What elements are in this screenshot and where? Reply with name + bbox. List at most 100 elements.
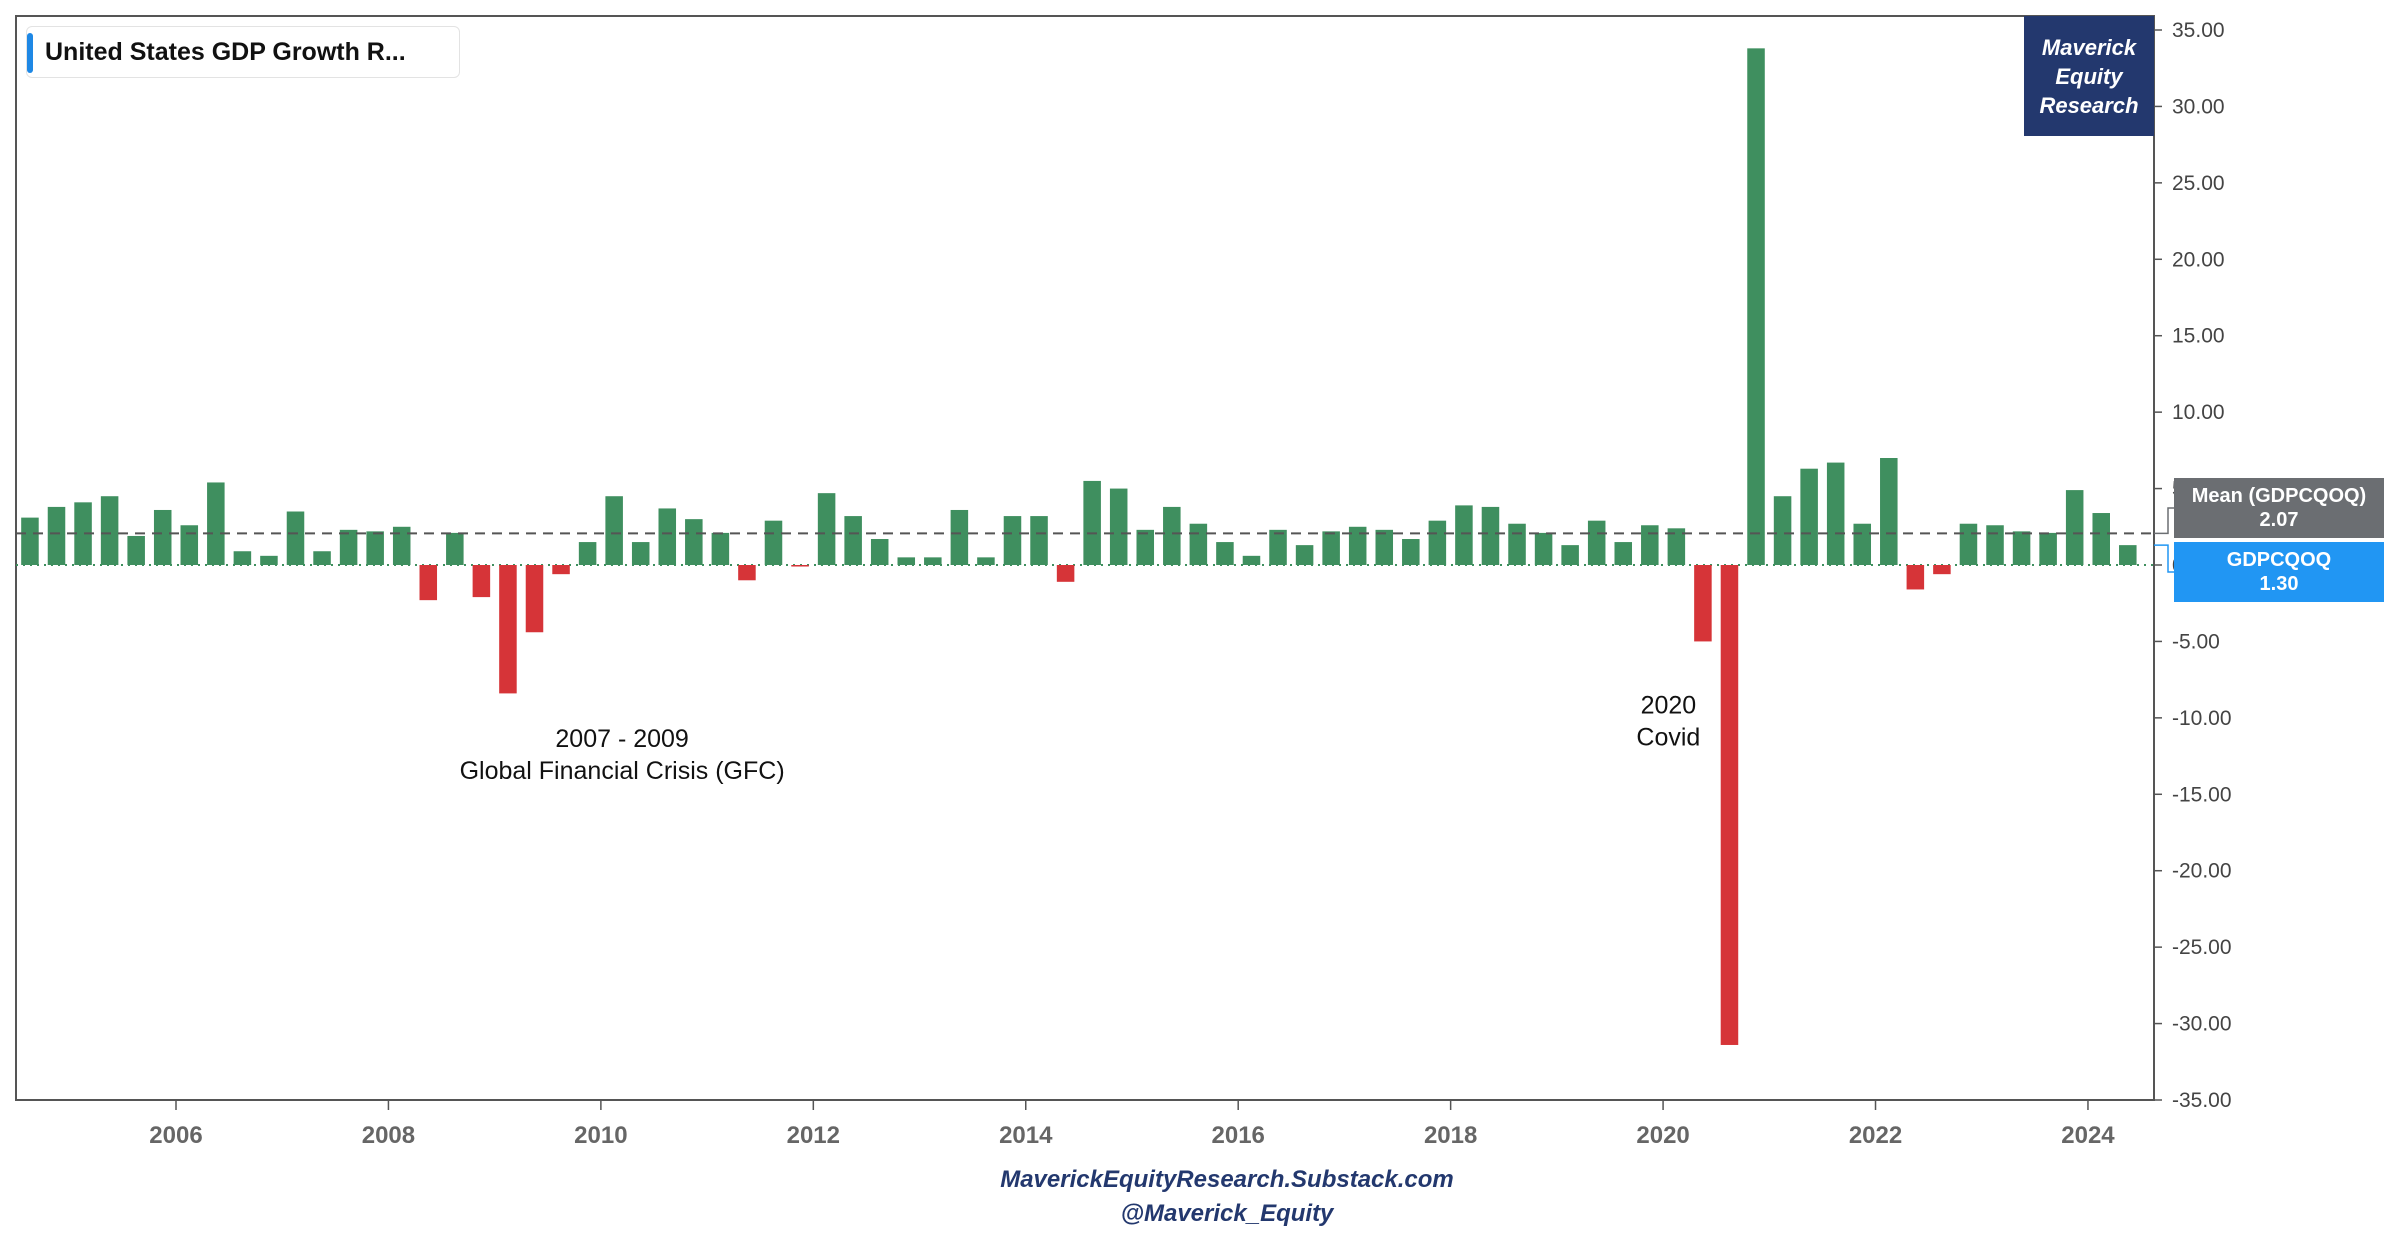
bar[interactable] <box>2065 490 2084 565</box>
bar[interactable] <box>1030 516 1048 565</box>
bar[interactable] <box>233 551 252 565</box>
bar[interactable] <box>1773 496 1792 565</box>
x-tick-label: 2020 <box>1636 1122 1689 1149</box>
bar[interactable] <box>1508 523 1526 565</box>
x-tick-label: 2016 <box>1212 1122 1265 1149</box>
bar[interactable] <box>339 529 358 565</box>
bar[interactable] <box>870 539 889 565</box>
x-tick-label: 2012 <box>787 1122 840 1149</box>
bar[interactable] <box>578 542 597 565</box>
bar[interactable] <box>552 565 570 575</box>
x-tick-label: 2008 <box>362 1122 415 1149</box>
x-tick-label: 2014 <box>999 1122 1053 1149</box>
bar[interactable] <box>1402 539 1420 565</box>
bar[interactable] <box>1348 526 1367 565</box>
bar[interactable] <box>1933 565 1951 575</box>
bar[interactable] <box>1375 529 1394 565</box>
y-tick-label: 20.00 <box>2172 248 2225 271</box>
bar[interactable] <box>2039 532 2057 565</box>
bar[interactable] <box>392 526 411 565</box>
bar[interactable] <box>1269 529 1287 565</box>
bar[interactable] <box>127 535 145 565</box>
footer-website[interactable]: MaverickEquityResearch.Substack.com <box>1000 1166 1454 1193</box>
bar[interactable] <box>2092 513 2111 565</box>
bar[interactable] <box>472 565 491 598</box>
bar[interactable] <box>313 551 331 565</box>
bar[interactable] <box>100 496 119 565</box>
bar[interactable] <box>499 565 517 694</box>
bar[interactable] <box>1242 555 1261 565</box>
bar[interactable] <box>525 565 544 633</box>
bar[interactable] <box>1747 48 1765 566</box>
bar[interactable] <box>446 532 464 565</box>
y-tick-label: 25.00 <box>2172 172 2225 195</box>
annotation-layer: 2007 - 2009 Global Financial Crisis (GFC)… <box>460 691 1701 785</box>
bar[interactable] <box>1720 565 1739 1045</box>
bar[interactable] <box>924 557 942 565</box>
bar[interactable] <box>1136 529 1155 565</box>
bar[interactable] <box>1561 545 1579 565</box>
bar[interactable] <box>658 508 677 565</box>
bar[interactable] <box>21 517 39 565</box>
bar[interactable] <box>1853 523 1872 565</box>
bar[interactable] <box>207 482 225 565</box>
bar[interactable] <box>1056 565 1075 582</box>
bar[interactable] <box>1694 565 1712 642</box>
bar[interactable] <box>1083 480 1101 565</box>
bar[interactable] <box>1534 532 1553 565</box>
bar[interactable] <box>1614 542 1633 565</box>
bar[interactable] <box>2119 545 2137 565</box>
bar[interactable] <box>1587 520 1606 565</box>
y-tick-label: -15.00 <box>2172 783 2232 806</box>
bar[interactable] <box>1109 488 1128 565</box>
axis-layer: 35.0030.0025.0020.0015.0010.005.000.00-5… <box>149 16 2232 1149</box>
x-tick-label: 2022 <box>1849 1122 1902 1149</box>
footer-handle[interactable]: @Maverick_Equity <box>1120 1200 1334 1227</box>
bar[interactable] <box>286 511 305 566</box>
bar[interactable] <box>153 509 172 565</box>
bar[interactable] <box>950 509 969 565</box>
bar[interactable] <box>1428 520 1447 565</box>
bar[interactable] <box>817 493 836 565</box>
bar[interactable] <box>1295 545 1314 565</box>
bar[interactable] <box>977 557 995 565</box>
bar[interactable] <box>47 506 66 565</box>
bar[interactable] <box>2012 531 2031 565</box>
bar[interactable] <box>366 531 384 565</box>
x-tick-label: 2024 <box>2061 1122 2115 1149</box>
bar[interactable] <box>74 502 92 565</box>
current-label-value: 1.30 <box>2259 573 2299 595</box>
bar[interactable] <box>897 557 916 565</box>
bar[interactable] <box>1906 565 1925 590</box>
bar[interactable] <box>260 555 278 565</box>
bar[interactable] <box>1481 506 1500 565</box>
bar[interactable] <box>844 516 862 565</box>
bar[interactable] <box>1667 528 1686 565</box>
bar[interactable] <box>631 542 650 565</box>
bar[interactable] <box>1322 531 1340 565</box>
bar[interactable] <box>180 525 199 565</box>
bar[interactable] <box>1800 468 1818 565</box>
bar[interactable] <box>1959 523 1978 565</box>
bar[interactable] <box>605 496 623 565</box>
bar[interactable] <box>1216 542 1234 565</box>
bar[interactable] <box>1641 525 1659 565</box>
bar[interactable] <box>1003 516 1022 565</box>
bar[interactable] <box>1986 525 2004 565</box>
current-value-label: GDPCQOQ 1.30 <box>2174 542 2384 602</box>
bar[interactable] <box>1826 462 1845 565</box>
x-tick-label: 2018 <box>1424 1122 1477 1149</box>
bar[interactable] <box>738 565 756 581</box>
bar[interactable] <box>1455 505 1473 565</box>
bar[interactable] <box>419 565 438 601</box>
bar[interactable] <box>1189 523 1208 565</box>
bar[interactable] <box>791 565 809 567</box>
y-tick-label: 10.00 <box>2172 401 2225 424</box>
legend[interactable]: United States GDP Growth R... <box>26 26 460 78</box>
bar[interactable] <box>685 519 703 565</box>
bar[interactable] <box>1163 506 1181 565</box>
bar[interactable] <box>711 532 730 565</box>
bar[interactable] <box>764 520 783 565</box>
bar[interactable] <box>1880 458 1898 565</box>
